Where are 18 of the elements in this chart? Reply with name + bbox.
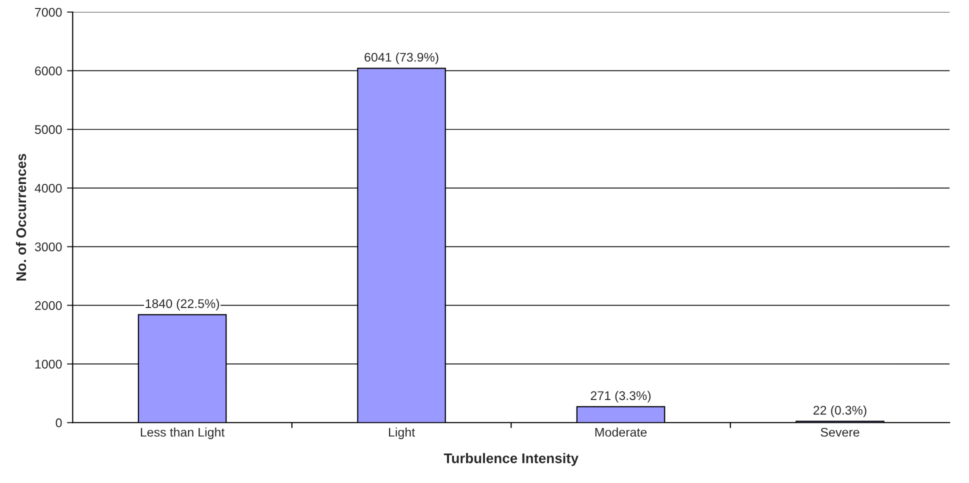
y-tick-label: 1000	[35, 360, 62, 369]
x-tick-label: Moderate	[595, 427, 647, 437]
x-axis-title: Turbulence Intensity	[444, 453, 578, 466]
x-tick-label: Light	[389, 427, 415, 440]
y-tick-label: 0	[56, 418, 62, 428]
y-axis-title: No. of Occurrences	[16, 154, 26, 280]
data-label: 6041 (73.9%)	[364, 52, 438, 64]
data-label: 271 (3.3%)	[590, 390, 651, 403]
y-tick-label: 6000	[35, 66, 62, 76]
y-tick-label: 7000	[35, 8, 62, 17]
y-tick-label: 3000	[34, 242, 62, 252]
data-label: 22 (0.3%)	[814, 406, 866, 418]
y-tick-label: 2000	[35, 301, 62, 310]
data-label: 1840 (22.5%)	[146, 298, 220, 311]
x-tick-label: Severe	[820, 428, 860, 437]
x-tick-label: Less than Light	[140, 427, 225, 440]
y-tick-label: 4000	[34, 184, 62, 193]
y-tick-label: 5000	[34, 125, 62, 134]
